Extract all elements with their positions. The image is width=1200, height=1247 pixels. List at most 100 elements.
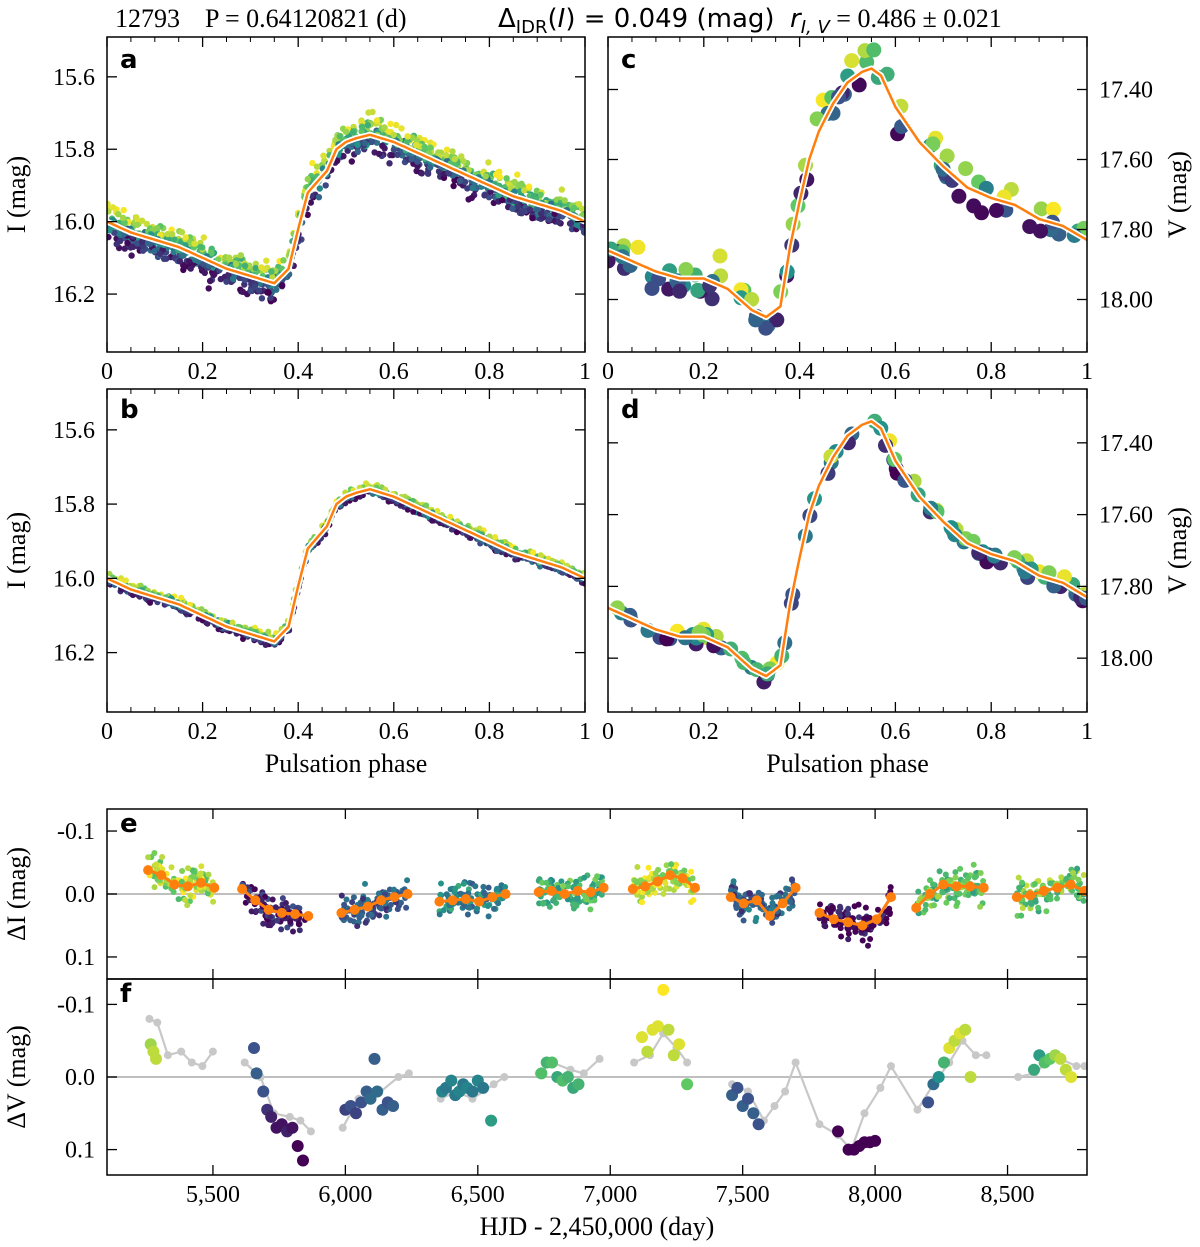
- data-point: [448, 526, 455, 533]
- data-point: [284, 905, 291, 912]
- data-point: [309, 159, 316, 167]
- data-point: [410, 508, 417, 515]
- data-point: [404, 877, 411, 884]
- data-point: [443, 146, 451, 153]
- data-point: [364, 122, 371, 129]
- data-point: [191, 240, 198, 247]
- data-point: [122, 577, 129, 584]
- data-point: [1016, 884, 1023, 891]
- data-point: [398, 125, 405, 132]
- x-tick-label: 0.8: [474, 359, 504, 385]
- y-tick-label: 17.80: [1099, 218, 1153, 244]
- data-point: [287, 918, 294, 925]
- data-point: [546, 903, 553, 910]
- data-point: [1019, 905, 1026, 912]
- data-point: [418, 170, 425, 177]
- data-point: [375, 890, 382, 897]
- data-point: [852, 928, 859, 935]
- data-point: [241, 276, 248, 283]
- data-point: [197, 870, 204, 877]
- gray-track-marker: [500, 1073, 509, 1081]
- data-point: [414, 158, 421, 165]
- data-point: [322, 182, 329, 189]
- data-point: [887, 884, 894, 891]
- data-point: [1018, 912, 1025, 919]
- data-point: [201, 269, 208, 276]
- fit-line-halo: [107, 486, 585, 645]
- season-trend-marker: [389, 892, 400, 903]
- x-tick-label: 0.2: [689, 359, 719, 385]
- data-point: [364, 896, 371, 903]
- x-axis-label: HJD - 2,450,000 (day): [480, 1212, 715, 1241]
- x-tick-label: 7,000: [583, 1182, 637, 1208]
- data-point: [867, 936, 874, 942]
- season-trend-marker: [1052, 882, 1063, 893]
- data-point: [113, 240, 120, 248]
- season-trend-marker: [434, 896, 445, 907]
- season-trend-marker: [559, 889, 570, 899]
- data-point: [977, 903, 984, 910]
- season-trend-marker: [533, 887, 544, 898]
- x-tick-label: 0.6: [379, 359, 409, 385]
- data-point: [742, 1092, 754, 1105]
- data-point: [390, 146, 398, 153]
- gray-track-marker: [683, 1058, 692, 1067]
- data-point: [690, 282, 706, 298]
- data-point: [107, 200, 111, 207]
- title-delta-var: I: [558, 4, 566, 34]
- data-point: [389, 151, 396, 159]
- data-point: [436, 911, 443, 918]
- data-point: [447, 886, 454, 893]
- data-point: [845, 905, 852, 912]
- data-point: [598, 891, 605, 898]
- data-point: [922, 901, 929, 908]
- data-point: [1028, 1063, 1040, 1076]
- gray-track-marker: [404, 1069, 413, 1078]
- data-point: [175, 896, 182, 903]
- data-point: [731, 1081, 744, 1094]
- data-point: [959, 1023, 972, 1036]
- data-point: [147, 599, 154, 606]
- plot-area-a: [107, 108, 585, 305]
- data-point: [268, 268, 275, 275]
- data-point: [651, 1020, 664, 1033]
- data-point: [341, 901, 348, 908]
- fit-line: [107, 133, 585, 285]
- data-point: [208, 249, 215, 257]
- data-point: [387, 901, 394, 908]
- data-point: [936, 868, 943, 875]
- data-point: [769, 900, 776, 907]
- panel-letter: a: [120, 45, 138, 75]
- y-tick-label: 16.0: [53, 210, 95, 236]
- y-tick-label: 0.0: [65, 1065, 95, 1091]
- data-point: [498, 196, 506, 204]
- season-trend-marker: [303, 911, 314, 921]
- y-tick-label: 16.0: [53, 566, 95, 592]
- data-point: [107, 233, 112, 241]
- data-point: [269, 896, 276, 903]
- data-point: [178, 878, 185, 885]
- data-point: [503, 175, 510, 182]
- data-point: [492, 534, 499, 540]
- data-point: [525, 183, 533, 190]
- gray-track-marker: [887, 1062, 895, 1071]
- data-point: [348, 158, 355, 165]
- data-point: [539, 879, 546, 886]
- data-point: [915, 888, 922, 895]
- data-point: [427, 164, 434, 171]
- data-point: [119, 214, 127, 221]
- data-point: [390, 886, 397, 893]
- season-trend-marker: [276, 907, 287, 918]
- plot-area-f: [107, 983, 1087, 1167]
- data-point: [560, 883, 566, 889]
- data-point: [1080, 872, 1087, 878]
- season-trend-marker: [474, 896, 485, 907]
- data-point: [427, 144, 434, 151]
- data-point: [1074, 865, 1081, 872]
- x-tick-label: 1: [1081, 719, 1093, 745]
- data-point: [453, 529, 460, 536]
- data-point: [1043, 908, 1050, 915]
- data-point: [350, 918, 357, 925]
- data-point: [745, 906, 752, 913]
